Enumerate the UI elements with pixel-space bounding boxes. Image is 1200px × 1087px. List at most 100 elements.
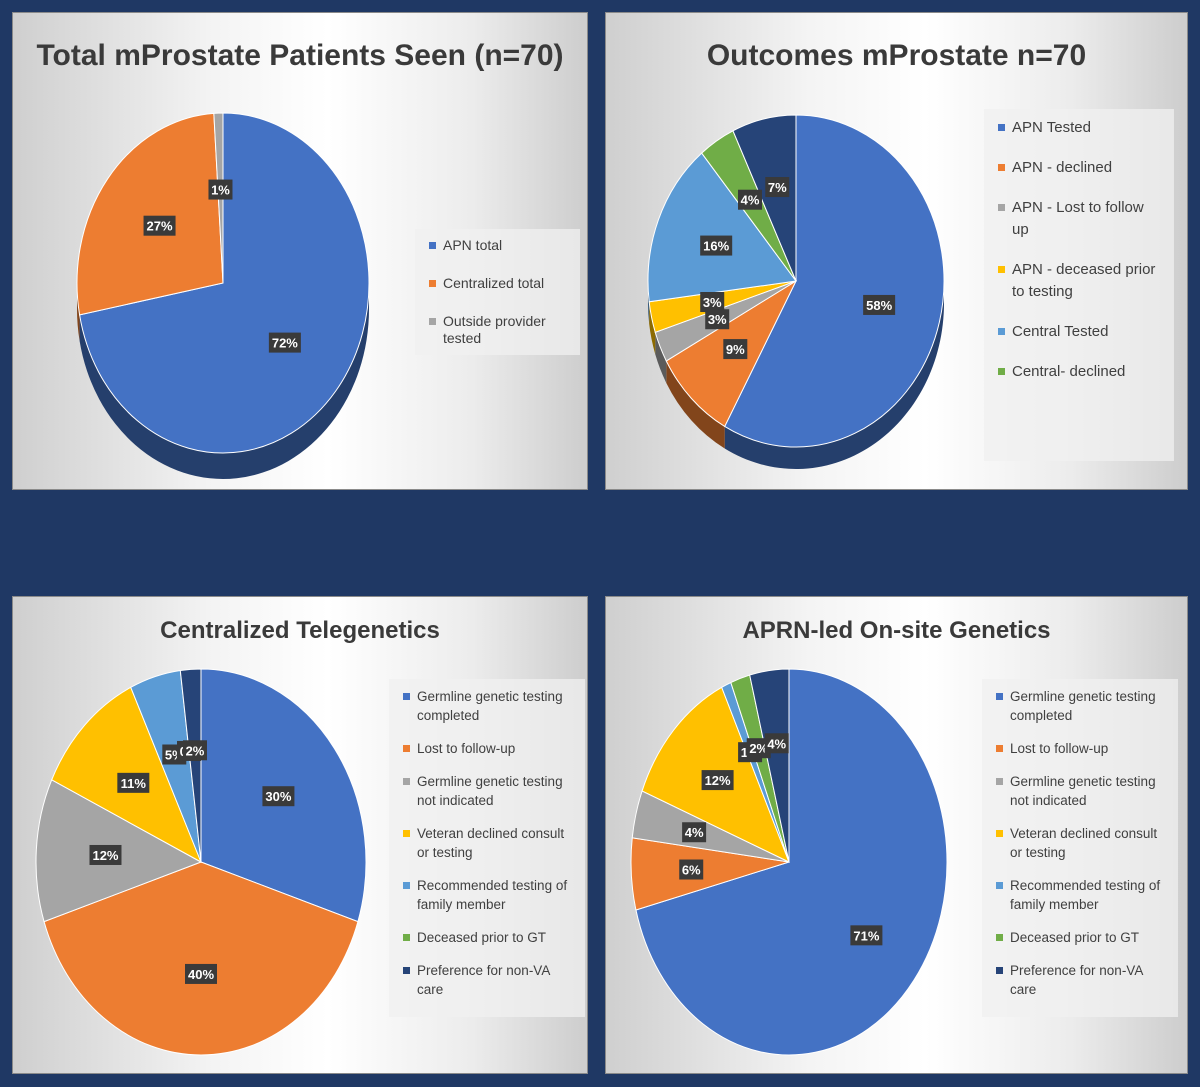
legend-label: APN - deceased prior to testing xyxy=(1012,261,1156,300)
data-label: 11% xyxy=(117,772,150,793)
legend-label: Preference for non-VA care xyxy=(1010,963,1143,997)
pie-chart: 58% 9% 3% 3% 16% 4% 7% xyxy=(647,114,945,469)
legend-swatch xyxy=(996,830,1003,837)
legend-swatch xyxy=(998,204,1005,211)
chart-title: Total mProstate Patients Seen (n=70) xyxy=(36,39,564,72)
pie-side-segment xyxy=(666,360,725,449)
data-label-box xyxy=(679,859,704,880)
data-label-text: 27% xyxy=(147,219,173,234)
pie-slice xyxy=(79,112,370,454)
data-label-text: 12% xyxy=(705,773,731,788)
data-label: 4% xyxy=(764,733,789,754)
legend-item: APN - Lost to follow up xyxy=(998,197,1164,241)
legend-label: Central- declined xyxy=(1012,363,1126,380)
legend-swatch xyxy=(429,242,436,249)
data-label: 40% xyxy=(185,963,217,984)
chart-title: Centralized Telegenetics xyxy=(160,617,440,644)
legend-swatch xyxy=(998,328,1005,335)
chart-title: Outcomes mProstate n=70 xyxy=(706,39,1087,72)
legend-swatch xyxy=(998,124,1005,131)
legend-swatch xyxy=(996,693,1003,700)
legend-item: Recommended testing of family member xyxy=(996,876,1168,914)
legend-swatch xyxy=(996,778,1003,785)
legend-label: Recommended testing of family member xyxy=(1010,878,1161,912)
chart-panel-outcomes: Outcomes mProstate n=70 58% 9% 3% 3% 16% 4% 7%… xyxy=(605,12,1188,490)
data-label-text: 3% xyxy=(708,312,727,327)
legend-item: Preference for non-VA care xyxy=(403,961,575,999)
data-label-box xyxy=(268,332,301,353)
data-label-text: 6% xyxy=(682,863,701,878)
data-label: 58% xyxy=(863,294,896,315)
data-label-text: 9% xyxy=(726,342,745,357)
data-label: 3% xyxy=(705,309,730,330)
data-label: 4% xyxy=(738,189,763,210)
legend-item: Germline genetic testing completed xyxy=(403,687,575,725)
legend-swatch xyxy=(996,745,1003,752)
legend-label: Germline genetic testing not indicated xyxy=(417,774,563,808)
data-label: 30% xyxy=(262,786,295,807)
data-label: 72% xyxy=(268,332,301,353)
pie-slice xyxy=(647,152,797,303)
data-label-text: 30% xyxy=(265,789,291,804)
legend-label: Centralized total xyxy=(443,275,545,291)
data-label-text: 4% xyxy=(741,193,760,208)
chart-legend: APN total Centralized total Outside provid… xyxy=(415,229,580,355)
legend-label: Deceased prior to GT xyxy=(1010,930,1140,945)
data-label-box xyxy=(738,189,763,210)
pie-side-segment xyxy=(655,332,667,383)
legend-label: Deceased prior to GT xyxy=(417,930,547,945)
legend-swatch xyxy=(403,693,410,700)
data-label-box xyxy=(705,309,730,330)
data-label-text: 12% xyxy=(92,848,118,863)
data-label: 4% xyxy=(682,822,707,843)
data-label-text: 4% xyxy=(685,825,704,840)
data-label: 3% xyxy=(700,292,725,313)
data-label-text: 2% xyxy=(749,741,768,756)
legend-label: Lost to follow-up xyxy=(417,741,516,756)
pie-slice xyxy=(635,668,948,1056)
data-label-box xyxy=(185,963,217,984)
legend-swatch xyxy=(998,266,1005,273)
data-label-box xyxy=(143,215,176,236)
data-label: 12% xyxy=(701,770,734,791)
legend-item: Lost to follow-up xyxy=(996,739,1168,758)
data-label: 1% xyxy=(208,179,233,200)
legend-swatch xyxy=(403,778,410,785)
legend-swatch xyxy=(403,745,410,752)
data-label-text: 40% xyxy=(188,967,214,982)
data-label-text: 1% xyxy=(211,183,230,198)
legend-item: Deceased prior to GT xyxy=(403,928,575,947)
data-label: 7% xyxy=(765,177,790,198)
data-label-text: 4% xyxy=(767,736,786,751)
legend-label: Recommended testing of family member xyxy=(417,878,568,912)
legend-item: Veteran declined consult or testing xyxy=(403,824,575,862)
legend-item: Veteran declined consult or testing xyxy=(996,824,1168,862)
legend-label: APN total xyxy=(443,237,503,253)
pie-slice xyxy=(76,112,224,316)
data-label-box xyxy=(117,772,150,793)
legend-item: Central Tested xyxy=(998,321,1164,343)
chart-title: APRN-led On-site Genetics xyxy=(742,617,1051,644)
pie-side-segment xyxy=(77,283,80,341)
legend-item: APN Tested xyxy=(998,117,1164,139)
legend-label: Veteran declined consult or testing xyxy=(417,826,565,860)
chart-legend: Germline genetic testing completed Lost t… xyxy=(389,679,585,1017)
data-label-box xyxy=(723,339,748,360)
legend-swatch xyxy=(403,830,410,837)
legend-swatch xyxy=(403,934,410,941)
legend-label: Outside provider tested xyxy=(443,313,546,346)
pie-chart: 30%40%12%11%5%0%2% xyxy=(35,668,367,1056)
legend-swatch xyxy=(998,368,1005,375)
data-label: 9% xyxy=(723,339,748,360)
pie-side-segment xyxy=(724,281,944,469)
data-label-text: 2% xyxy=(186,743,205,758)
chart-panel-aprn-onsite-genetics: APRN-led On-site Genetics 71%6%4%12%1%2%… xyxy=(605,596,1188,1074)
data-label: 16% xyxy=(700,235,733,256)
legend-label: APN Tested xyxy=(1012,119,1091,136)
legend-item: Centralized total xyxy=(429,275,570,313)
legend-swatch xyxy=(429,318,436,325)
data-label-text: 3% xyxy=(703,295,722,310)
legend-label: Germline genetic testing completed xyxy=(1010,689,1156,723)
pie-slice xyxy=(732,114,797,282)
legend-label: Germline genetic testing not indicated xyxy=(1010,774,1156,808)
